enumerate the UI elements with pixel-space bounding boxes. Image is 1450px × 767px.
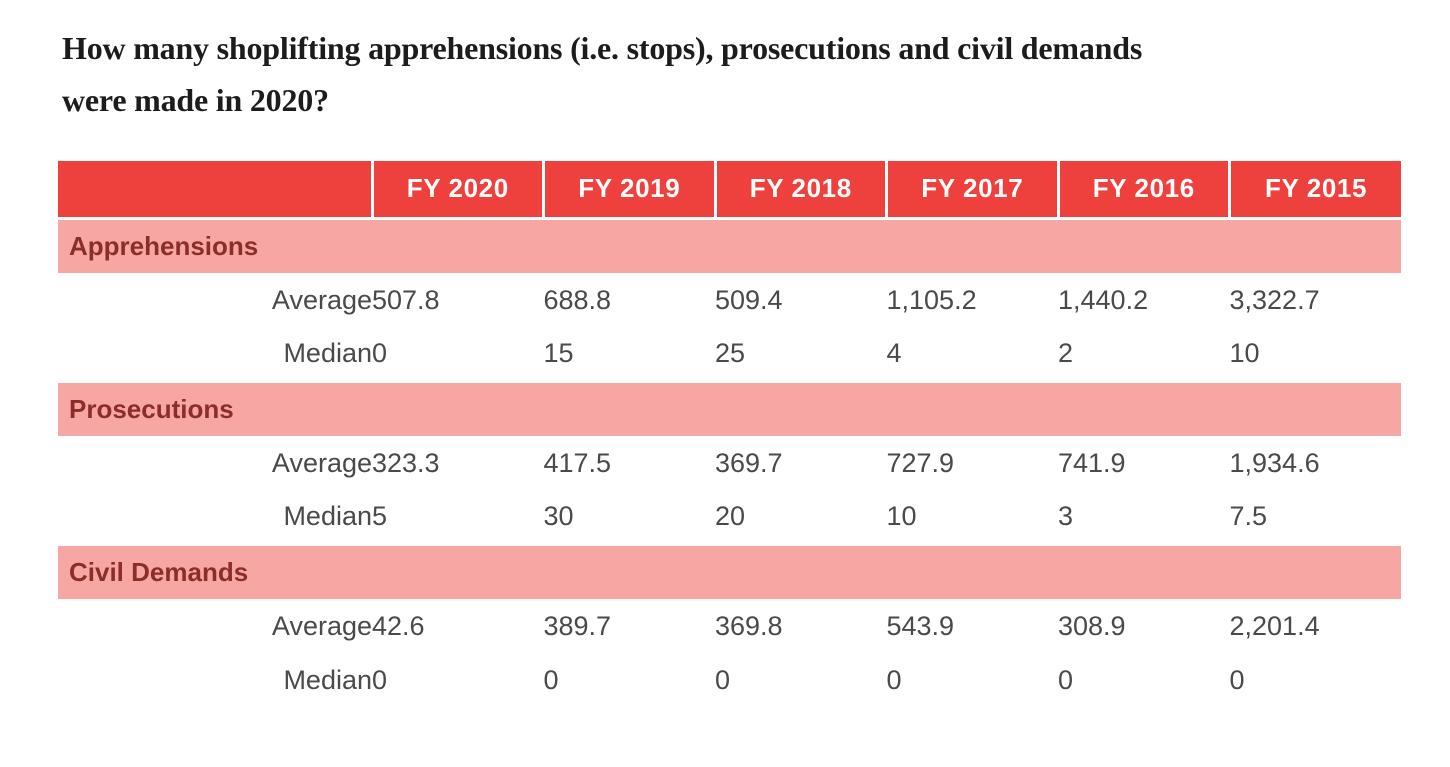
value-cell: 389.7 [543, 599, 715, 653]
value-cell: 20 [715, 490, 887, 544]
value-cell: 4 [886, 327, 1058, 381]
table-header-row: FY 2020 FY 2019 FY 2018 FY 2017 FY 2016 … [58, 161, 1401, 218]
value-cell: 25 [715, 327, 887, 381]
value-cell: 0 [886, 653, 1058, 707]
value-cell: 10 [1229, 327, 1401, 381]
table-row-apprehensions-average: Average 507.8 688.8 509.4 1,105.2 1,440.… [58, 273, 1401, 327]
col-header-fy2019: FY 2019 [542, 161, 715, 218]
value-cell: 0 [372, 327, 544, 381]
value-cell: 7.5 [1229, 490, 1401, 544]
section-label-civil-demands: Civil Demands [58, 542, 1401, 599]
value-cell: 0 [1058, 653, 1230, 707]
row-label-median: Median [58, 653, 372, 707]
section-row-civil-demands: Civil Demands [58, 542, 1401, 599]
section-row-prosecutions: Prosecutions [58, 379, 1401, 436]
value-cell: 1,440.2 [1058, 273, 1230, 327]
value-cell: 509.4 [715, 273, 887, 327]
section-label-prosecutions: Prosecutions [58, 379, 1401, 436]
row-label-average: Average [58, 273, 372, 327]
value-cell: 417.5 [543, 436, 715, 490]
table-row-apprehensions-median: Median 0 15 25 4 2 10 [58, 327, 1401, 381]
value-cell: 369.8 [715, 599, 887, 653]
section-label-apprehensions: Apprehensions [58, 216, 1401, 273]
row-label-median: Median [58, 327, 372, 381]
row-label-average: Average [58, 436, 372, 490]
question-line-1: How many shoplifting apprehensions (i.e.… [62, 30, 1143, 66]
row-label-average: Average [58, 599, 372, 653]
col-header-fy2020: FY 2020 [370, 161, 544, 218]
value-cell: 1,934.6 [1229, 436, 1401, 490]
value-cell: 2,201.4 [1229, 599, 1401, 653]
table-row-civil-demands-average: Average 42.6 389.7 369.8 543.9 308.9 2,2… [58, 599, 1401, 653]
value-cell: 10 [886, 490, 1058, 544]
value-cell: 727.9 [886, 436, 1058, 490]
value-cell: 323.3 [372, 436, 544, 490]
section-row-apprehensions: Apprehensions [58, 216, 1401, 273]
table-row-prosecutions-average: Average 323.3 417.5 369.7 727.9 741.9 1,… [58, 436, 1401, 490]
col-header-fy2015: FY 2015 [1228, 161, 1401, 218]
value-cell: 2 [1058, 327, 1230, 381]
question-line-2: were made in 2020? [62, 82, 329, 118]
shoplifting-stats-table: FY 2020 FY 2019 FY 2018 FY 2017 FY 2016 … [58, 161, 1401, 707]
table-row-civil-demands-median: Median 0 0 0 0 0 0 [58, 653, 1401, 707]
value-cell: 507.8 [372, 273, 544, 327]
value-cell: 5 [372, 490, 544, 544]
value-cell: 741.9 [1058, 436, 1230, 490]
value-cell: 30 [543, 490, 715, 544]
value-cell: 42.6 [372, 599, 544, 653]
value-cell: 369.7 [715, 436, 887, 490]
value-cell: 688.8 [543, 273, 715, 327]
corner-header-cell [58, 161, 372, 218]
col-header-fy2018: FY 2018 [713, 161, 887, 218]
question-title: How many shoplifting apprehensions (i.e.… [0, 0, 1322, 126]
value-cell: 308.9 [1058, 599, 1230, 653]
col-header-fy2016: FY 2016 [1056, 161, 1230, 218]
table-row-prosecutions-median: Median 5 30 20 10 3 7.5 [58, 490, 1401, 544]
value-cell: 0 [543, 653, 715, 707]
value-cell: 3,322.7 [1229, 273, 1401, 327]
col-header-fy2017: FY 2017 [885, 161, 1058, 218]
value-cell: 0 [715, 653, 887, 707]
value-cell: 0 [1229, 653, 1401, 707]
value-cell: 15 [543, 327, 715, 381]
row-label-median: Median [58, 490, 372, 544]
value-cell: 0 [372, 653, 544, 707]
value-cell: 1,105.2 [886, 273, 1058, 327]
value-cell: 543.9 [886, 599, 1058, 653]
value-cell: 3 [1058, 490, 1230, 544]
